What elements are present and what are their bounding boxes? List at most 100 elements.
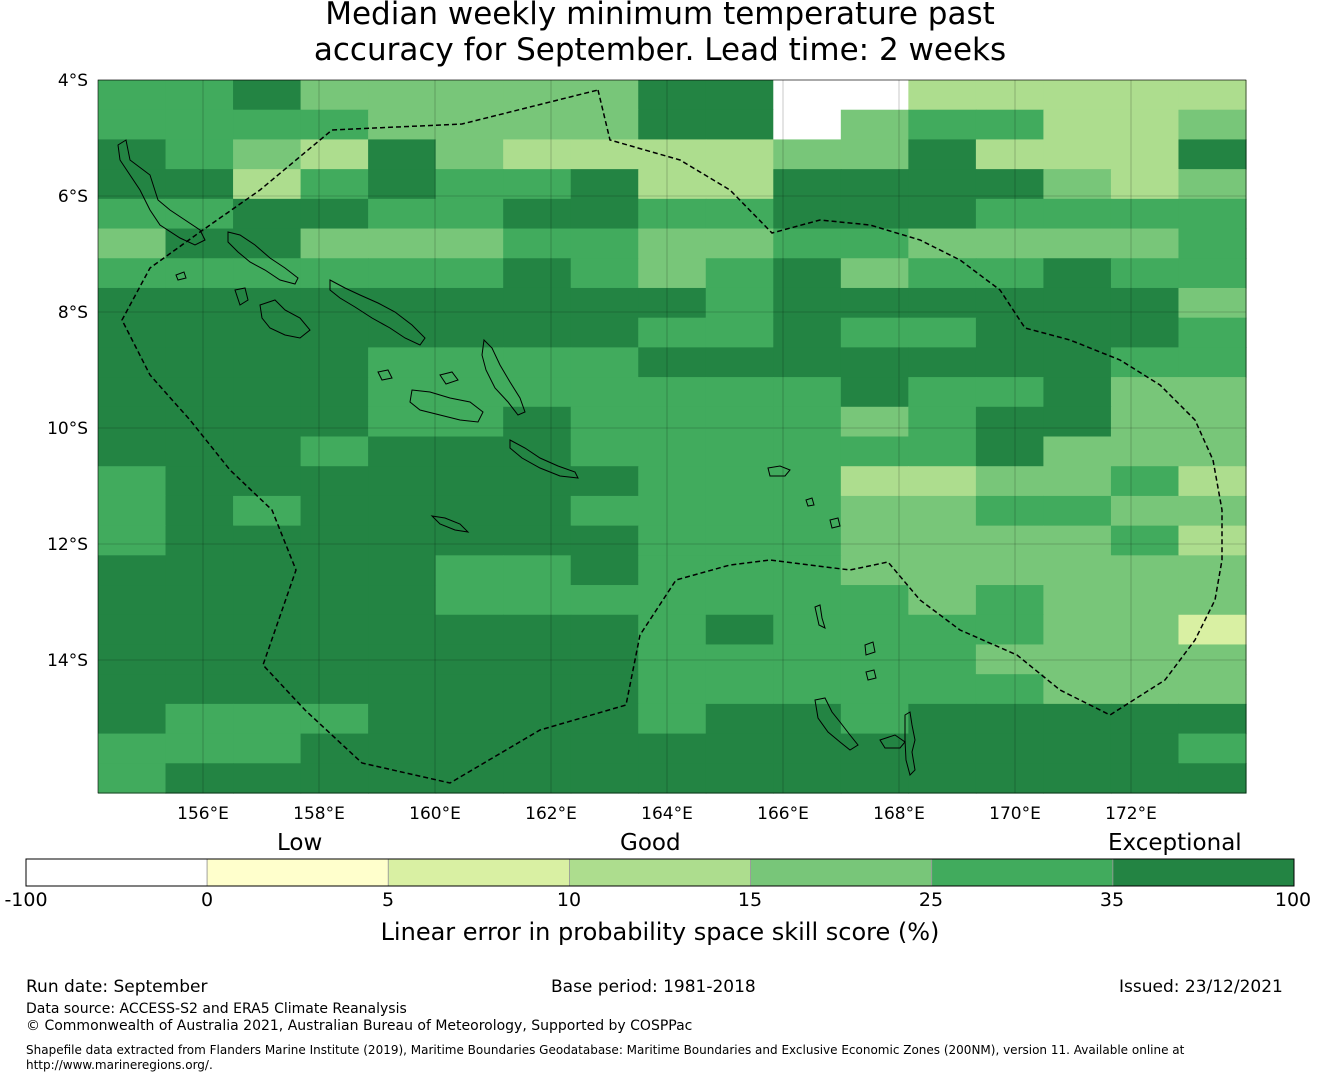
skill-cell <box>233 406 302 438</box>
skill-cell <box>705 317 774 348</box>
skill-cell <box>503 139 572 170</box>
skill-cell <box>975 347 1045 378</box>
skill-cell <box>233 555 302 586</box>
category-good: Good <box>620 830 681 856</box>
skill-cell <box>638 317 707 348</box>
skill-cell <box>435 674 504 705</box>
skill-cell <box>840 436 909 467</box>
skill-cell <box>840 80 909 111</box>
skill-cell <box>98 406 167 438</box>
skill-cell <box>638 495 707 527</box>
skill-cell <box>705 614 774 646</box>
skill-cell <box>1178 347 1247 378</box>
skill-cell <box>570 287 639 319</box>
skill-cell <box>1178 733 1247 764</box>
vanikoro-island <box>829 517 841 529</box>
skill-cell <box>773 436 842 467</box>
skill-cell <box>435 317 504 348</box>
skill-cell <box>165 109 234 141</box>
skill-cell <box>98 377 167 408</box>
skill-cell <box>1110 585 1180 616</box>
skill-cell <box>705 525 774 556</box>
skill-cell <box>975 198 1045 230</box>
skill-cell <box>98 555 167 586</box>
skill-cell <box>368 198 437 230</box>
skill-cell <box>98 436 167 467</box>
skill-cell <box>840 406 909 438</box>
skill-cell <box>165 80 234 111</box>
skill-cell <box>435 169 504 200</box>
skill-cell <box>908 585 977 616</box>
skill-grid <box>98 80 1247 794</box>
skill-cell <box>368 466 437 497</box>
skill-cell <box>1043 495 1112 527</box>
utupua-island <box>805 497 815 507</box>
skill-cell <box>503 347 572 378</box>
skill-cell <box>300 287 369 319</box>
skill-cell <box>435 228 504 259</box>
skill-cell <box>908 169 977 200</box>
skill-cell <box>1178 585 1247 616</box>
skill-cell <box>840 466 909 497</box>
skill-cell <box>165 703 234 735</box>
skill-cell <box>368 703 437 735</box>
colorbar-tick-5: 5 <box>381 889 395 911</box>
skill-cell <box>638 287 707 319</box>
skill-cell <box>435 347 504 378</box>
skill-cell <box>165 644 234 675</box>
skill-cell <box>98 198 167 230</box>
skill-cell <box>233 109 302 141</box>
graticule <box>98 79 1246 793</box>
skill-cell <box>908 495 977 527</box>
skill-cell <box>638 109 707 141</box>
skill-cell <box>98 644 167 675</box>
skill-cell <box>1043 585 1112 616</box>
skill-cell <box>300 674 369 705</box>
skill-cell <box>98 525 167 556</box>
skill-cell <box>98 109 167 141</box>
colorbar <box>25 858 1295 887</box>
skill-cell <box>98 466 167 497</box>
skill-cell <box>1110 198 1180 230</box>
skill-cell <box>368 228 437 259</box>
skill-cell <box>165 466 234 497</box>
latitude-labels: 4°S 6°S 8°S 10°S 12°S 14°S <box>47 71 88 671</box>
skill-cell <box>435 436 504 467</box>
skill-cell <box>165 436 234 467</box>
skill-cell <box>975 466 1045 497</box>
skill-cell <box>1043 139 1112 170</box>
espiritu-santo-island <box>814 697 859 751</box>
colorbar-border <box>25 858 1295 887</box>
skill-cell <box>1110 377 1180 408</box>
longitude-tick-label: 172°E <box>1105 804 1157 824</box>
skill-cell <box>908 555 977 586</box>
colorbar-segment <box>931 858 1114 887</box>
skill-cell <box>503 109 572 141</box>
skill-cell <box>908 109 977 141</box>
copyright: © Commonwealth of Australia 2021, Austra… <box>26 1018 693 1034</box>
skill-cell <box>908 733 977 764</box>
skill-cell <box>1110 466 1180 497</box>
skill-cell <box>570 495 639 527</box>
skill-cell <box>773 733 842 764</box>
skill-cell <box>638 169 707 200</box>
skill-cell <box>1110 555 1180 586</box>
skill-cell <box>773 555 842 586</box>
skill-cell <box>908 258 977 289</box>
skill-cell <box>975 674 1045 705</box>
skill-cell <box>705 763 774 794</box>
skill-cell <box>233 317 302 348</box>
shapefile-credit-line1: Shapefile data extracted from Flanders M… <box>26 1043 1185 1057</box>
skill-cell <box>705 228 774 259</box>
skill-cell <box>98 674 167 705</box>
banks-island <box>864 641 876 656</box>
skill-cell <box>503 377 572 408</box>
shortland-islet <box>175 271 187 281</box>
skill-cell <box>638 436 707 467</box>
skill-cell <box>638 674 707 705</box>
colorbar-tick-15: 15 <box>737 889 763 911</box>
skill-cell <box>435 585 504 616</box>
skill-cell <box>705 347 774 378</box>
skill-cell <box>503 763 572 794</box>
